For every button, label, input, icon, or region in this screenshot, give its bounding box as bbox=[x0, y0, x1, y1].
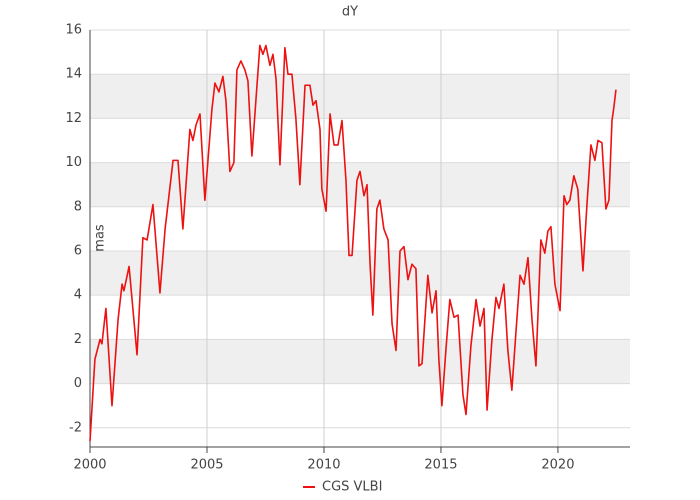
y-tick-label: 16 bbox=[65, 23, 82, 38]
y-tick-label: 10 bbox=[65, 155, 82, 170]
band bbox=[90, 339, 630, 384]
y-tick-label: 12 bbox=[65, 111, 82, 126]
legend-label: CGS VLBI bbox=[322, 480, 382, 495]
x-tick-label: 2015 bbox=[424, 458, 457, 473]
y-tick-label: 2 bbox=[74, 332, 82, 347]
y-tick-label: 4 bbox=[74, 288, 82, 303]
y-tick-label: 8 bbox=[74, 199, 82, 214]
band bbox=[90, 250, 630, 296]
y-tick-label: -2 bbox=[69, 420, 82, 435]
y-axis-label: mas bbox=[93, 224, 108, 252]
y-tick-label: 6 bbox=[74, 243, 82, 258]
y-tick-label: 14 bbox=[65, 67, 82, 82]
y-tick-label: 0 bbox=[74, 376, 82, 391]
x-tick-label: 2010 bbox=[307, 458, 340, 473]
x-tick-label: 2005 bbox=[190, 458, 223, 473]
x-tick-label: 2020 bbox=[541, 458, 574, 473]
line bbox=[89, 44, 617, 442]
band bbox=[90, 74, 630, 119]
chart-title: dY bbox=[342, 5, 358, 20]
x-tick-label: 2000 bbox=[73, 458, 106, 473]
